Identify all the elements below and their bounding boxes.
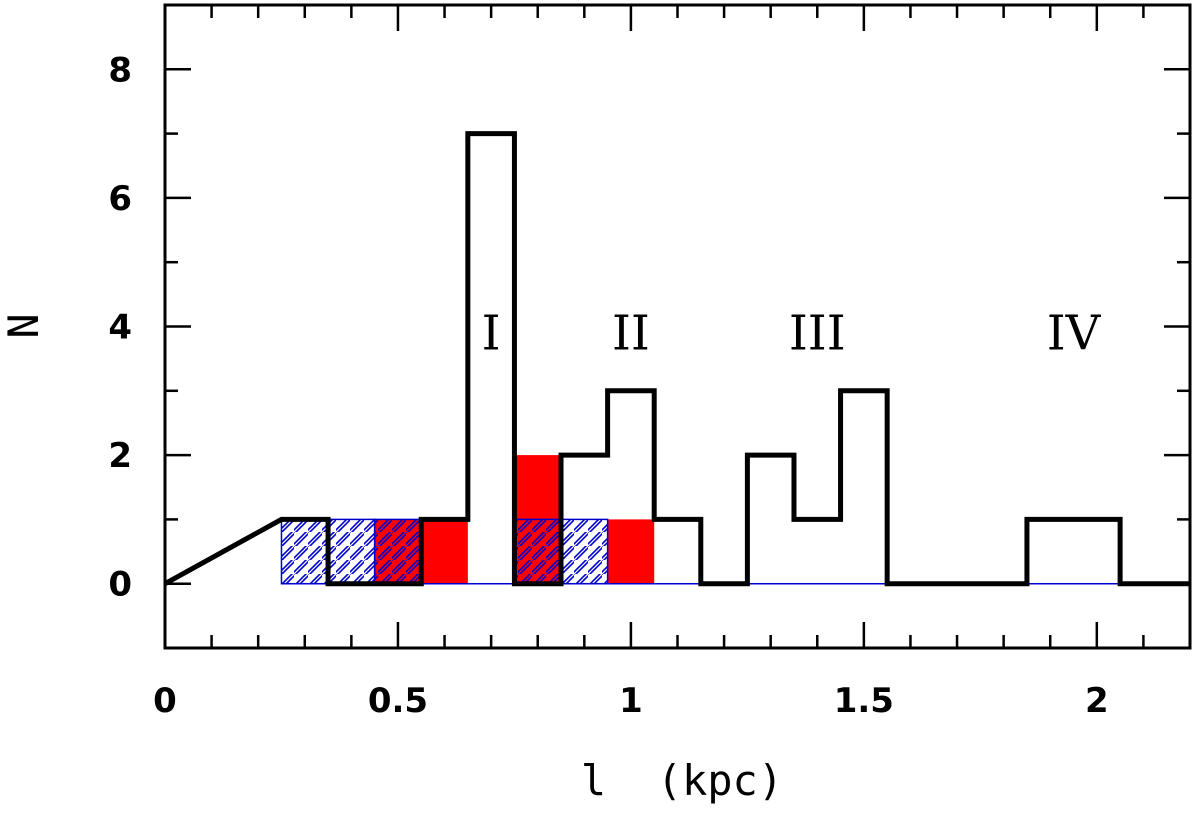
blue-hatched-bars-layer: [280, 518, 609, 585]
y-tick-label-2: 4: [108, 308, 132, 348]
red-bar-3: [607, 519, 655, 584]
black-histogram-outline: [163, 131, 1190, 587]
ticks-layer: [163, 3, 1192, 650]
y-axis-label: N: [0, 313, 48, 338]
x-tick-label-1: 0.5: [368, 681, 428, 721]
region-label-II: II: [612, 306, 650, 362]
blue-hatched-bar-2: [373, 518, 422, 585]
blue-hatched-bar-4: [560, 518, 609, 585]
black-histogram-layer: [163, 131, 1190, 587]
red-bar-1: [421, 519, 468, 584]
x-tick-label-0: 0: [153, 681, 177, 721]
region-label-IV: IV: [1047, 306, 1102, 362]
region-label-I: I: [482, 306, 501, 362]
annotations-layer: I II III IV: [482, 306, 1102, 362]
y-tick-label-0: 0: [108, 565, 132, 605]
blue-hatched-bar-1: [327, 518, 376, 585]
y-tick-label-4: 8: [108, 50, 132, 90]
x-axis-label: l (kpc): [581, 756, 783, 805]
blue-hatched-bar-3: [513, 518, 562, 585]
blue-hatched-bar-0: [280, 518, 329, 585]
y-tick-label-3: 6: [108, 179, 132, 219]
y-tick-label-1: 2: [108, 436, 132, 476]
x-tick-label-2: 1: [619, 681, 643, 721]
tick-labels-layer: 0 0.5 1 1.5 2 0 2 4 6 8: [108, 50, 1108, 721]
x-tick-label-3: 1.5: [834, 681, 894, 721]
x-tick-label-4: 2: [1085, 681, 1109, 721]
region-label-III: III: [789, 306, 846, 362]
